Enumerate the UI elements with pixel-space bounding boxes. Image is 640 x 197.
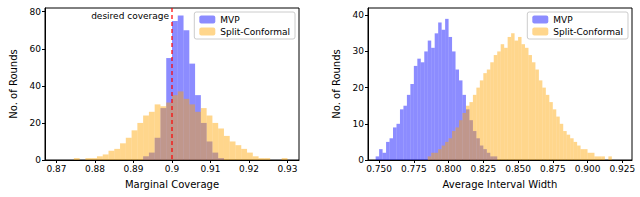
svg-text:20: 20 xyxy=(353,83,365,93)
svg-text:0: 0 xyxy=(358,155,364,165)
svg-text:No. of Rounds: No. of Rounds xyxy=(331,49,342,118)
svg-text:0.91: 0.91 xyxy=(200,164,220,174)
svg-text:30: 30 xyxy=(353,46,365,56)
svg-text:60: 60 xyxy=(30,44,42,54)
svg-text:0.87: 0.87 xyxy=(47,164,67,174)
svg-text:0.875: 0.875 xyxy=(540,164,566,174)
svg-text:0: 0 xyxy=(35,155,41,165)
svg-text:MVP: MVP xyxy=(220,15,240,25)
svg-text:0.800: 0.800 xyxy=(436,164,462,174)
svg-text:Split-Conformal: Split-Conformal xyxy=(220,27,290,37)
svg-text:40: 40 xyxy=(30,81,42,91)
svg-text:10: 10 xyxy=(353,119,365,129)
svg-text:0.900: 0.900 xyxy=(575,164,601,174)
svg-text:Marginal Coverage: Marginal Coverage xyxy=(125,179,219,190)
svg-text:40: 40 xyxy=(353,10,365,20)
svg-text:MVP: MVP xyxy=(553,15,573,25)
svg-text:desired coverage: desired coverage xyxy=(91,11,169,21)
svg-text:20: 20 xyxy=(30,118,42,128)
svg-text:No. of Rounds: No. of Rounds xyxy=(8,49,19,118)
svg-text:0.9: 0.9 xyxy=(165,164,180,174)
svg-text:0.850: 0.850 xyxy=(505,164,531,174)
svg-text:0.88: 0.88 xyxy=(85,164,105,174)
svg-text:0.775: 0.775 xyxy=(401,164,427,174)
svg-text:0.92: 0.92 xyxy=(239,164,259,174)
svg-text:Split-Conformal: Split-Conformal xyxy=(553,27,623,37)
svg-text:0.825: 0.825 xyxy=(470,164,496,174)
svg-text:0.750: 0.750 xyxy=(366,164,392,174)
svg-text:0.925: 0.925 xyxy=(609,164,635,174)
svg-text:Average Interval Width: Average Interval Width xyxy=(443,179,558,190)
svg-text:0.89: 0.89 xyxy=(123,164,143,174)
svg-text:0.93: 0.93 xyxy=(277,164,297,174)
svg-text:80: 80 xyxy=(30,7,42,17)
